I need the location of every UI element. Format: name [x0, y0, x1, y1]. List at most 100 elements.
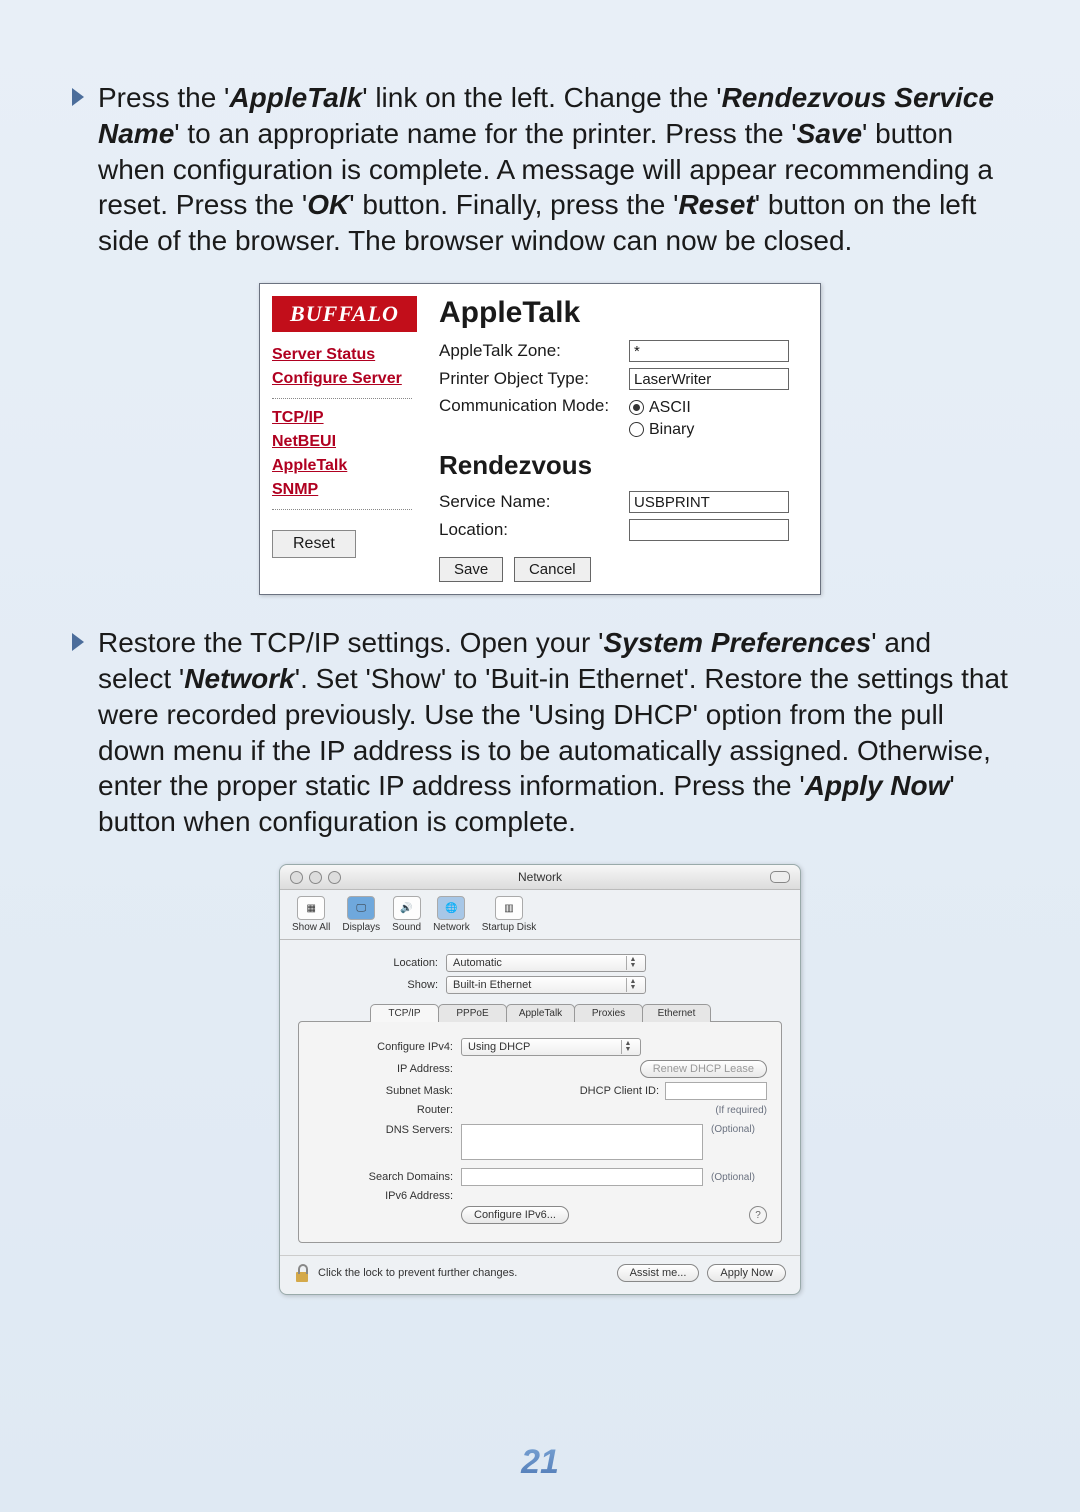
- configure-ipv4-label: Configure IPv4:: [313, 1041, 461, 1053]
- network-button[interactable]: 🌐Network: [433, 896, 470, 933]
- mac-network-screenshot: Network ▦ Show All 🖵 Displays 🔊 Sound 🌐Netw…: [279, 864, 801, 1295]
- configure-ipv6-button[interactable]: Configure IPv6...: [461, 1206, 569, 1224]
- if-required-text: (If required): [715, 1105, 767, 1116]
- show-label: Show:: [298, 979, 446, 991]
- optional-text: (Optional): [711, 1172, 755, 1183]
- sidebar-appletalk[interactable]: AppleTalk: [272, 457, 427, 475]
- search-domains-input[interactable]: [461, 1168, 703, 1186]
- dns-servers-label: DNS Servers:: [313, 1124, 461, 1136]
- text: Restore the TCP/IP settings. Open your ': [98, 627, 603, 658]
- rendezvous-heading: Rendezvous: [439, 450, 806, 481]
- value: Using DHCP: [468, 1041, 530, 1053]
- value: Built-in Ethernet: [453, 979, 531, 991]
- location-input[interactable]: [629, 519, 789, 541]
- tab-pppoe[interactable]: PPPoE: [438, 1004, 507, 1022]
- tab-appletalk[interactable]: AppleTalk: [506, 1004, 575, 1022]
- service-name-input[interactable]: USBPRINT: [629, 491, 789, 513]
- tab-ethernet[interactable]: Ethernet: [642, 1004, 711, 1022]
- instruction-text-1: Press the 'AppleTalk' link on the left. …: [98, 80, 1010, 259]
- object-type-label: Printer Object Type:: [439, 369, 629, 389]
- label: Startup Disk: [482, 922, 536, 933]
- startup-button[interactable]: ▥Startup Disk: [482, 896, 536, 933]
- pill-icon[interactable]: [770, 871, 790, 883]
- arrows-icon: ▲▼: [621, 1040, 634, 1054]
- lock-icon[interactable]: [294, 1264, 310, 1282]
- reset-button[interactable]: Reset: [272, 530, 356, 558]
- sidebar-tcpip[interactable]: TCP/IP: [272, 409, 427, 427]
- ascii-radio[interactable]: ASCII: [629, 399, 691, 417]
- dhcp-client-id-label: DHCP Client ID:: [580, 1085, 659, 1097]
- buffalo-appletalk-screenshot: BUFFALO Server Status Configure Server T…: [259, 283, 821, 595]
- bold: Save: [797, 118, 862, 149]
- show-all-button[interactable]: ▦ Show All: [292, 896, 330, 933]
- show-select[interactable]: Built-in Ethernet ▲▼: [446, 976, 646, 994]
- configure-ipv4-select[interactable]: Using DHCP ▲▼: [461, 1038, 641, 1056]
- mac-footer: Click the lock to prevent further change…: [280, 1255, 800, 1294]
- tcpip-panel: Configure IPv4: Using DHCP ▲▼ IP Address:…: [298, 1021, 782, 1243]
- cancel-button[interactable]: Cancel: [514, 557, 591, 582]
- speaker-icon: 🔊: [393, 896, 421, 920]
- arrows-icon: ▲▼: [626, 956, 639, 970]
- ipv6-address-label: IPv6 Address:: [313, 1190, 461, 1202]
- monitor-icon: 🖵: [347, 896, 375, 920]
- text: ' link on the left. Change the ': [362, 82, 721, 113]
- grid-icon: ▦: [297, 896, 325, 920]
- service-name-label: Service Name:: [439, 492, 629, 512]
- arrows-icon: ▲▼: [626, 978, 639, 992]
- globe-icon: 🌐: [437, 896, 465, 920]
- instruction-item-1: Press the 'AppleTalk' link on the left. …: [70, 80, 1010, 259]
- mac-titlebar: Network: [280, 865, 800, 890]
- document-page: Press the 'AppleTalk' link on the left. …: [0, 0, 1080, 1512]
- lock-text: Click the lock to prevent further change…: [318, 1267, 517, 1279]
- bold: Apply Now: [805, 770, 950, 801]
- zone-label: AppleTalk Zone:: [439, 341, 629, 361]
- binary-label: Binary: [649, 421, 694, 439]
- object-type-input[interactable]: LaserWriter: [629, 368, 789, 390]
- divider: [272, 398, 412, 399]
- text: ' button. Finally, press the ': [349, 189, 678, 220]
- sidebar-snmp[interactable]: SNMP: [272, 481, 427, 499]
- mac-toolbar: ▦ Show All 🖵 Displays 🔊 Sound 🌐Network ▥Sta…: [280, 890, 800, 940]
- appletalk-heading: AppleTalk: [439, 296, 806, 330]
- sidebar-server-status[interactable]: Server Status: [272, 346, 427, 364]
- label: Displays: [342, 922, 380, 933]
- subnet-mask-label: Subnet Mask:: [313, 1085, 461, 1097]
- window-title: Network: [280, 870, 800, 884]
- bold: OK: [307, 189, 349, 220]
- displays-button[interactable]: 🖵 Displays: [342, 896, 380, 933]
- buffalo-logo: BUFFALO: [272, 296, 417, 332]
- zone-input[interactable]: *: [629, 340, 789, 362]
- binary-radio[interactable]: Binary: [629, 421, 694, 439]
- radio-dot-icon: [629, 400, 644, 415]
- location-select[interactable]: Automatic▲▼: [446, 954, 646, 972]
- page-number: 21: [0, 1443, 1080, 1482]
- ip-address-label: IP Address:: [313, 1063, 461, 1075]
- assist-me-button[interactable]: Assist me...: [617, 1264, 700, 1282]
- bold: Network: [184, 663, 294, 694]
- bold: System Preferences: [603, 627, 871, 658]
- tab-proxies[interactable]: Proxies: [574, 1004, 643, 1022]
- sidebar-configure-server[interactable]: Configure Server: [272, 370, 427, 388]
- ascii-label: ASCII: [649, 399, 691, 417]
- renew-dhcp-button[interactable]: Renew DHCP Lease: [640, 1060, 767, 1078]
- instruction-item-2: Restore the TCP/IP settings. Open your '…: [70, 625, 1010, 840]
- sound-button[interactable]: 🔊 Sound: [392, 896, 421, 933]
- apply-now-button[interactable]: Apply Now: [707, 1264, 786, 1282]
- radio-dot-icon: [629, 422, 644, 437]
- bold: AppleTalk: [229, 82, 362, 113]
- router-label: Router:: [313, 1104, 461, 1116]
- help-icon[interactable]: ?: [749, 1206, 767, 1224]
- location-label: Location:: [439, 520, 629, 540]
- dns-servers-input[interactable]: [461, 1124, 703, 1160]
- sidebar-netbeui[interactable]: NetBEUI: [272, 433, 427, 451]
- tab-tcpip[interactable]: TCP/IP: [370, 1004, 439, 1022]
- label: Sound: [392, 922, 421, 933]
- dhcp-client-id-input[interactable]: [665, 1082, 767, 1100]
- text: ' to an appropriate name for the printer…: [174, 118, 796, 149]
- comm-mode-label: Communication Mode:: [439, 396, 629, 416]
- label: Show All: [292, 922, 330, 933]
- buffalo-sidebar: BUFFALO Server Status Configure Server T…: [260, 284, 435, 594]
- bullet-arrow-icon: [70, 631, 86, 653]
- save-button[interactable]: Save: [439, 557, 503, 582]
- divider: [272, 509, 412, 510]
